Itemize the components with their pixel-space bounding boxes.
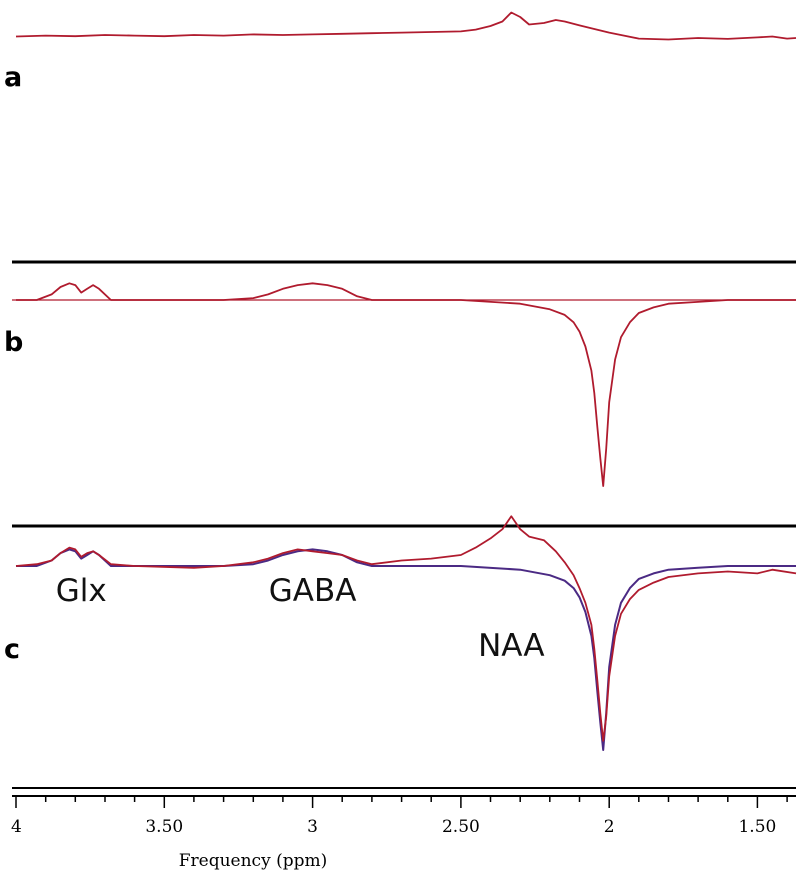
panel-letter-b: b xyxy=(4,327,23,358)
x-tick-label: 4 xyxy=(11,817,22,837)
panel-letter-c: c xyxy=(4,634,20,665)
panel-letter-a: a xyxy=(4,62,22,93)
series-layer xyxy=(12,11,797,751)
annotation-layer: Glx GABA NAA xyxy=(56,573,545,664)
x-tick-label: 1.50 xyxy=(738,817,776,837)
peak-label-naa: NAA xyxy=(478,628,544,664)
x-tick-label: 2 xyxy=(604,817,615,837)
panel-c-data-line xyxy=(15,515,797,742)
panel-b-data-line xyxy=(16,282,796,487)
panel-c-fit-line xyxy=(16,548,796,751)
x-tick-label: 3.50 xyxy=(145,817,183,837)
peak-label-glx: Glx xyxy=(56,573,107,609)
x-axis-ticks: 4 3.50 3 2.50 2 1.50 xyxy=(11,796,788,837)
x-tick-label: 3 xyxy=(307,817,318,837)
x-axis-title: Frequency (ppm) xyxy=(179,851,328,871)
peak-label-gaba: GABA xyxy=(269,573,357,609)
x-tick-label: 2.50 xyxy=(442,817,480,837)
panel-a-data-line xyxy=(15,11,797,41)
